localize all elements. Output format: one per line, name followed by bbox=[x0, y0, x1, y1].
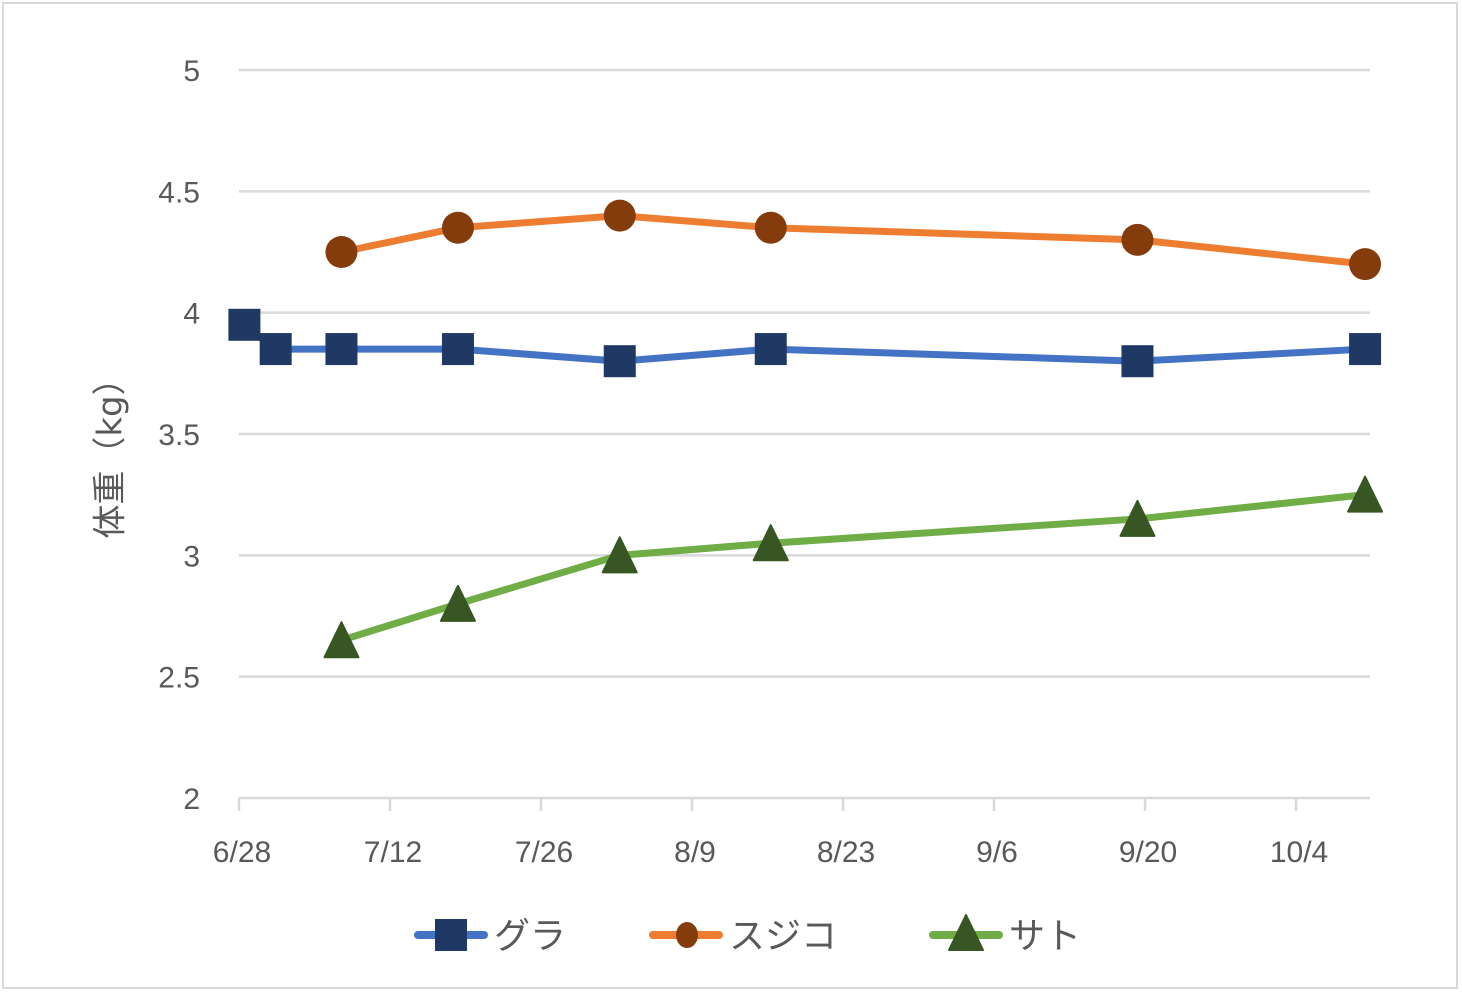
legend-item-1: スジコ bbox=[649, 916, 837, 957]
triangle-marker-icon bbox=[601, 536, 638, 574]
x-tick-label: 6/28 bbox=[213, 836, 271, 869]
y-axis-ticks: 2 2.5 3 3.5 4 4.5 5 bbox=[158, 55, 200, 816]
square-marker-icon bbox=[754, 333, 787, 366]
legend: グラ スジコ サト bbox=[414, 914, 1081, 957]
legend-item-0: グラ bbox=[414, 916, 566, 957]
legend-label: サト bbox=[1009, 916, 1081, 957]
circle-marker-icon bbox=[441, 211, 474, 244]
y-tick-label: 4 bbox=[183, 298, 200, 331]
series-line bbox=[240, 321, 1369, 365]
y-tick-label: 3 bbox=[183, 540, 200, 573]
circle-marker-icon bbox=[1121, 223, 1154, 256]
series-layer bbox=[228, 199, 1384, 659]
triangle-marker-icon bbox=[439, 584, 476, 622]
circle-marker-icon bbox=[325, 236, 358, 268]
triangle-marker-icon bbox=[323, 621, 360, 659]
square-marker-icon bbox=[325, 333, 358, 366]
circle-marker-icon bbox=[754, 211, 787, 244]
gridlines bbox=[239, 68, 1370, 678]
series-0 bbox=[228, 308, 1382, 378]
square-marker-icon bbox=[603, 345, 636, 378]
circle-marker-icon bbox=[603, 199, 636, 232]
legend-label: スジコ bbox=[729, 916, 837, 957]
y-tick-label: 3.5 bbox=[158, 419, 200, 452]
x-tick-label: 9/6 bbox=[976, 836, 1018, 869]
triangle-marker-icon bbox=[1119, 499, 1156, 537]
x-tick-label: 8/9 bbox=[674, 836, 716, 869]
y-tick-label: 2 bbox=[183, 783, 200, 816]
square-marker-icon bbox=[259, 333, 292, 366]
series-line bbox=[337, 212, 1369, 268]
square-marker-icon bbox=[1121, 345, 1154, 378]
square-marker-icon bbox=[435, 919, 467, 951]
legend-item-2: サト bbox=[929, 914, 1081, 957]
square-marker-icon bbox=[228, 308, 261, 341]
y-axis-label-text: 体重（kg） bbox=[91, 361, 131, 538]
y-tick-label: 2.5 bbox=[158, 662, 200, 695]
series-line bbox=[337, 491, 1369, 644]
square-marker-icon bbox=[441, 333, 474, 366]
series-1 bbox=[325, 199, 1382, 281]
x-tick-label: 10/4 bbox=[1270, 836, 1328, 869]
square-marker-icon bbox=[1349, 333, 1382, 366]
legend-label: グラ bbox=[494, 916, 566, 957]
x-tick-label: 7/26 bbox=[515, 836, 573, 869]
circle-marker-icon bbox=[676, 922, 698, 948]
y-tick-label: 5 bbox=[183, 55, 200, 88]
x-axis: 6/28 7/12 7/26 8/9 8/23 9/6 9/20 10/4 bbox=[213, 796, 1370, 869]
x-tick-label: 7/12 bbox=[364, 836, 422, 869]
triangle-marker-icon bbox=[948, 914, 984, 951]
y-tick-label: 4.5 bbox=[158, 176, 200, 209]
series-2 bbox=[323, 475, 1384, 659]
x-tick-label: 9/20 bbox=[1119, 836, 1177, 869]
y-axis-label: 体重（kg） bbox=[91, 361, 131, 538]
circle-marker-icon bbox=[1349, 248, 1382, 281]
triangle-marker-icon bbox=[752, 524, 789, 562]
x-tick-label: 8/23 bbox=[817, 836, 875, 869]
triangle-marker-icon bbox=[1347, 475, 1384, 513]
